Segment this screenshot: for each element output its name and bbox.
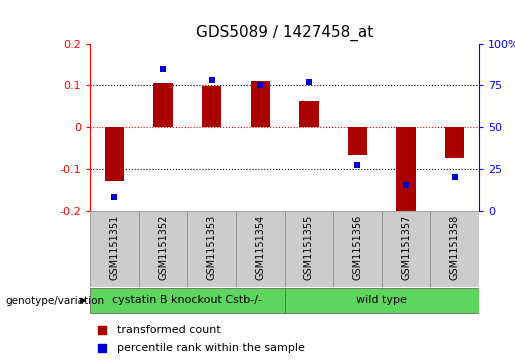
Bar <box>187 211 236 287</box>
Bar <box>445 127 465 158</box>
Bar <box>284 211 333 287</box>
Text: cystatin B knockout Cstb-/-: cystatin B knockout Cstb-/- <box>112 295 262 305</box>
Text: GSM1151358: GSM1151358 <box>450 214 460 280</box>
Point <box>451 174 459 180</box>
Bar <box>348 127 367 155</box>
Bar <box>139 211 187 287</box>
Point <box>208 77 216 83</box>
Bar <box>397 127 416 213</box>
Text: genotype/variation: genotype/variation <box>5 295 104 306</box>
Text: GSM1151355: GSM1151355 <box>304 214 314 280</box>
Bar <box>236 211 285 287</box>
Bar <box>202 86 221 127</box>
Point <box>353 163 362 168</box>
Point <box>402 183 410 188</box>
Point <box>305 79 313 85</box>
Point <box>98 327 106 333</box>
Text: wild type: wild type <box>356 295 407 305</box>
Bar <box>382 211 431 287</box>
Text: percentile rank within the sample: percentile rank within the sample <box>117 343 305 353</box>
Text: GSM1151354: GSM1151354 <box>255 214 265 280</box>
Text: GSM1151353: GSM1151353 <box>207 214 217 280</box>
Bar <box>90 288 284 313</box>
Text: transformed count: transformed count <box>117 325 221 335</box>
Bar <box>153 83 173 127</box>
Bar <box>333 211 382 287</box>
Point <box>110 194 118 200</box>
Bar <box>105 127 124 182</box>
Text: GSM1151357: GSM1151357 <box>401 214 411 280</box>
Point <box>256 82 264 88</box>
Point <box>98 345 106 351</box>
Text: GSM1151356: GSM1151356 <box>352 214 363 280</box>
Bar <box>299 101 319 127</box>
Title: GDS5089 / 1427458_at: GDS5089 / 1427458_at <box>196 25 373 41</box>
Point <box>159 66 167 72</box>
Bar <box>250 81 270 127</box>
Bar <box>284 288 479 313</box>
Text: GSM1151352: GSM1151352 <box>158 214 168 280</box>
Text: GSM1151351: GSM1151351 <box>109 214 119 280</box>
Bar <box>90 211 139 287</box>
Bar <box>431 211 479 287</box>
